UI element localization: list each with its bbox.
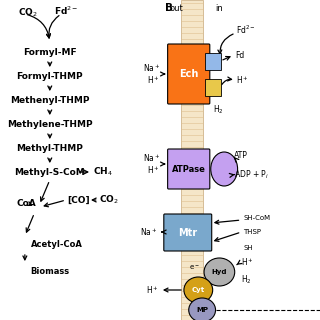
Text: H$_2$: H$_2$ (213, 104, 223, 116)
Text: SH: SH (243, 245, 253, 251)
Text: [CO]: [CO] (67, 196, 90, 204)
Polygon shape (181, 0, 203, 320)
FancyBboxPatch shape (164, 214, 212, 251)
Text: Formyl-THMP: Formyl-THMP (16, 71, 83, 81)
Text: CO$_2$: CO$_2$ (18, 7, 38, 19)
Text: H$^+$: H$^+$ (236, 74, 249, 86)
Text: H$^+$: H$^+$ (146, 284, 159, 296)
Text: Mtr: Mtr (178, 228, 197, 237)
Text: MP: MP (196, 307, 208, 313)
Text: CO$_2$: CO$_2$ (99, 194, 119, 206)
Text: H$^+$: H$^+$ (241, 256, 254, 268)
Text: Fd$^{2-}$: Fd$^{2-}$ (236, 24, 255, 36)
Text: Cyt: Cyt (192, 287, 205, 293)
Text: CH$_4$: CH$_4$ (92, 166, 112, 178)
Ellipse shape (184, 277, 213, 303)
Text: ATPase: ATPase (172, 164, 206, 173)
Text: Fd: Fd (236, 51, 245, 60)
Text: CoA: CoA (16, 198, 36, 207)
Text: Na$^+$: Na$^+$ (142, 152, 160, 164)
Text: ADP + P$_i$: ADP + P$_i$ (234, 169, 269, 181)
Text: ATP: ATP (234, 150, 248, 159)
FancyBboxPatch shape (204, 52, 221, 69)
Text: Formyl-MF: Formyl-MF (23, 47, 76, 57)
Text: Na$^+$: Na$^+$ (142, 62, 160, 74)
Text: Ech: Ech (179, 69, 198, 79)
Text: Na$^+$: Na$^+$ (140, 226, 157, 238)
Text: Fd$^{2-}$: Fd$^{2-}$ (54, 5, 78, 17)
Text: B: B (164, 3, 172, 13)
Text: H$^+$: H$^+$ (147, 74, 160, 86)
Ellipse shape (189, 298, 216, 320)
FancyBboxPatch shape (168, 44, 210, 104)
FancyBboxPatch shape (168, 149, 210, 189)
Text: Biomass: Biomass (31, 268, 70, 276)
Ellipse shape (204, 258, 235, 286)
Text: Acetyl-CoA: Acetyl-CoA (31, 239, 83, 249)
Text: H$_2$: H$_2$ (241, 274, 252, 286)
Text: in: in (215, 4, 223, 12)
Text: THSP: THSP (243, 229, 261, 235)
Text: e$^-$: e$^-$ (189, 264, 200, 272)
Text: Methyl-S-CoM: Methyl-S-CoM (14, 167, 85, 177)
Text: Methenyl-THMP: Methenyl-THMP (10, 95, 90, 105)
FancyBboxPatch shape (204, 78, 221, 95)
Text: Methyl-THMP: Methyl-THMP (16, 143, 83, 153)
Text: Hyd: Hyd (212, 269, 227, 275)
Text: SH-CoM: SH-CoM (243, 215, 270, 221)
Text: out: out (169, 4, 183, 12)
Text: H$^+$: H$^+$ (147, 164, 160, 176)
Text: Methylene-THMP: Methylene-THMP (7, 119, 92, 129)
Ellipse shape (211, 152, 237, 186)
